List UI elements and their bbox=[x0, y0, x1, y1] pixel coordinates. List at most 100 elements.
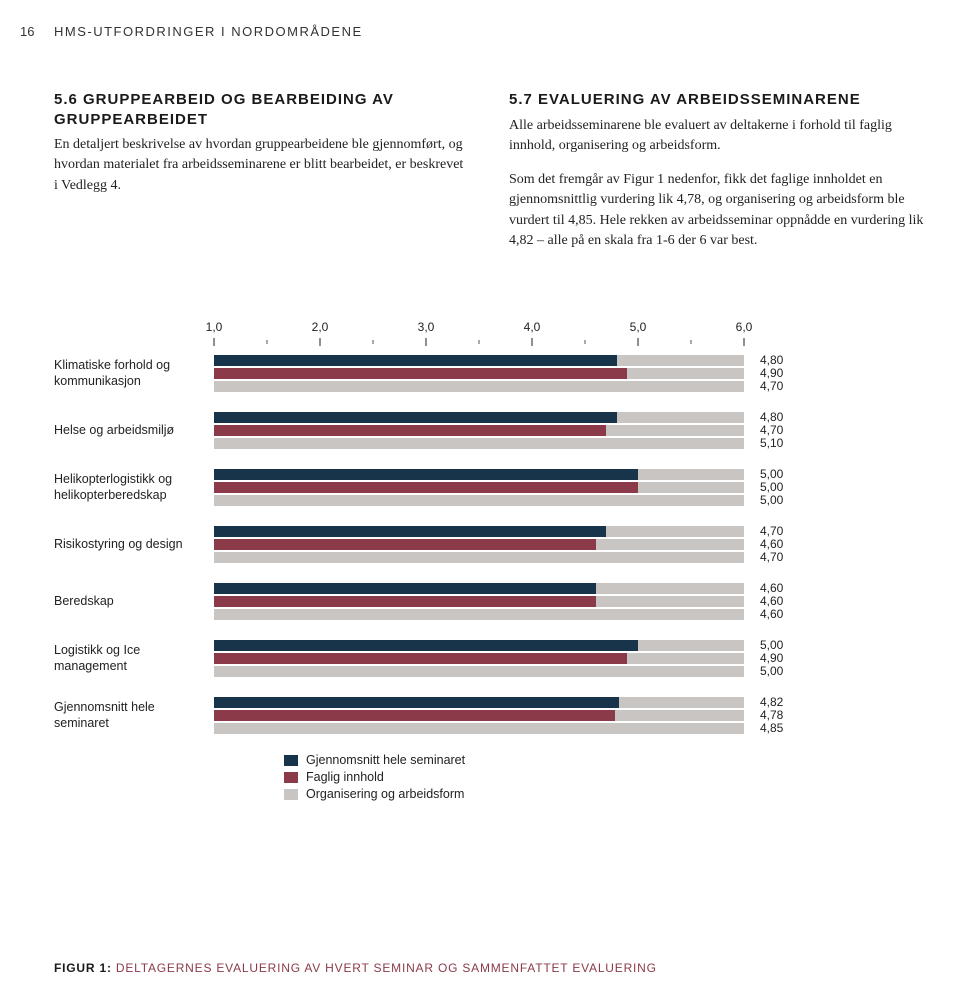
chart-row-values: 5,005,005,00 bbox=[744, 468, 814, 507]
axis-tick-minor bbox=[691, 340, 692, 344]
section-5-7-body-2: Som det fremgår av Figur 1 nedenfor, fik… bbox=[509, 170, 924, 251]
chart-row-values: 4,824,784,85 bbox=[744, 696, 814, 735]
section-5-7-heading: 5.7 EVALUERING AV ARBEIDSSEMINARENE bbox=[509, 90, 924, 110]
chart-row: Logistikk og Ice management5,004,905,00 bbox=[54, 639, 924, 678]
bar-track bbox=[214, 697, 744, 708]
bar-track bbox=[214, 469, 744, 480]
bar-value-label: 5,00 bbox=[760, 665, 814, 678]
legend-label: Faglig innhold bbox=[306, 770, 384, 784]
chart-row-values: 4,804,705,10 bbox=[744, 411, 814, 450]
bar-value-label: 4,70 bbox=[760, 380, 814, 393]
bar-track bbox=[214, 583, 744, 594]
bar-value-label: 4,60 bbox=[760, 608, 814, 621]
chart-x-axis: 1,02,03,04,05,06,0 bbox=[214, 320, 744, 348]
bar-fill bbox=[214, 438, 649, 449]
bar-track bbox=[214, 552, 744, 563]
axis-tick-label: 6,0 bbox=[736, 320, 753, 334]
bar-fill bbox=[214, 482, 638, 493]
bar-fill bbox=[214, 425, 606, 436]
bar-fill bbox=[214, 381, 606, 392]
evaluation-bar-chart: 1,0 2,0 3,0 4,0 5,0 6,0 Klimatiske forhold og… bbox=[54, 320, 924, 804]
legend-swatch bbox=[284, 772, 298, 783]
bar-track bbox=[214, 482, 744, 493]
bar-fill bbox=[214, 495, 638, 506]
chart-row: Klimatiske forhold og kommunikasjon 4,804… bbox=[54, 354, 924, 393]
legend-label: Gjennomsnitt hele seminaret bbox=[306, 753, 465, 767]
chart-row: Risikostyring og design 4,704,604,70 bbox=[54, 525, 924, 564]
bar-track bbox=[214, 609, 744, 620]
chart-row-label: Helikopterlogistikk og helikopterberedsk… bbox=[54, 472, 214, 503]
axis-tick-major bbox=[532, 338, 533, 346]
axis-tick-minor bbox=[267, 340, 268, 344]
bar-track bbox=[214, 412, 744, 423]
chart-row-label: Klimatiske forhold og kommunikasjon bbox=[54, 358, 214, 389]
chart-legend: Gjennomsnitt hele seminaret Faglig innhol… bbox=[284, 753, 924, 801]
chart-rows: Klimatiske forhold og kommunikasjon 4,804… bbox=[54, 354, 924, 735]
right-column: 5.7 EVALUERING AV ARBEIDSSEMINARENE Alle… bbox=[509, 90, 924, 265]
chart-row: Helse og arbeidsmiljø4,804,705,10 bbox=[54, 411, 924, 450]
bar-fill bbox=[214, 653, 627, 664]
page-header-title: HMS-UTFORDRINGER I NORDOMRÅDENE bbox=[54, 24, 363, 39]
legend-item: Organisering og arbeidsform bbox=[284, 787, 924, 801]
chart-row-bars bbox=[214, 469, 744, 506]
figure-text: DELTAGERNES EVALUERING AV HVERT SEMINAR … bbox=[116, 961, 657, 975]
bar-fill bbox=[214, 609, 596, 620]
figure-label: FIGUR 1: bbox=[54, 961, 112, 975]
bar-value-label: 5,10 bbox=[760, 437, 814, 450]
section-5-7-body-1: Alle arbeidsseminarene ble evaluert av d… bbox=[509, 116, 924, 157]
chart-row: Gjennomsnitt hele seminaret 4,824,784,85 bbox=[54, 696, 924, 735]
bar-fill bbox=[214, 666, 638, 677]
axis-tick-major bbox=[744, 338, 745, 346]
axis-tick-minor bbox=[373, 340, 374, 344]
bar-value-label: 4,85 bbox=[760, 722, 814, 735]
bar-track bbox=[214, 526, 744, 537]
bar-fill bbox=[214, 710, 615, 721]
bar-track bbox=[214, 381, 744, 392]
bar-fill bbox=[214, 596, 596, 607]
legend-item: Gjennomsnitt hele seminaret bbox=[284, 753, 924, 767]
chart-row-label: Logistikk og Ice management bbox=[54, 643, 214, 674]
axis-tick-label: 4,0 bbox=[524, 320, 541, 334]
page-number: 16 bbox=[20, 24, 34, 39]
bar-track bbox=[214, 653, 744, 664]
section-5-6-body: En detaljert beskrivelse av hvordan grup… bbox=[54, 135, 469, 196]
bar-fill bbox=[214, 355, 617, 366]
chart-row-bars bbox=[214, 640, 744, 677]
axis-tick-major bbox=[638, 338, 639, 346]
axis-tick-label: 3,0 bbox=[418, 320, 435, 334]
bar-track bbox=[214, 495, 744, 506]
left-column: 5.6 GRUPPEARBEID OG BEARBEIDING AV GRUPP… bbox=[54, 90, 469, 265]
chart-row-label: Gjennomsnitt hele seminaret bbox=[54, 700, 214, 731]
bar-fill bbox=[214, 539, 596, 550]
bar-fill bbox=[214, 552, 606, 563]
legend-item: Faglig innhold bbox=[284, 770, 924, 784]
chart-row-bars bbox=[214, 412, 744, 449]
axis-tick-minor bbox=[585, 340, 586, 344]
bar-fill bbox=[214, 723, 622, 734]
chart-row: Beredskap4,604,604,60 bbox=[54, 582, 924, 621]
bar-value-label: 5,00 bbox=[760, 494, 814, 507]
bar-track bbox=[214, 596, 744, 607]
axis-tick-minor bbox=[479, 340, 480, 344]
axis-tick-label: 2,0 bbox=[312, 320, 329, 334]
legend-swatch bbox=[284, 789, 298, 800]
chart-row-values: 4,804,904,70 bbox=[744, 354, 814, 393]
bar-fill bbox=[214, 697, 619, 708]
bar-fill bbox=[214, 469, 638, 480]
chart-row-values: 4,704,604,70 bbox=[744, 525, 814, 564]
axis-tick-major bbox=[426, 338, 427, 346]
bar-fill bbox=[214, 640, 638, 651]
bar-track bbox=[214, 710, 744, 721]
bar-track bbox=[214, 438, 744, 449]
chart-row-bars bbox=[214, 583, 744, 620]
chart-row-bars bbox=[214, 697, 744, 734]
chart-row-values: 4,604,604,60 bbox=[744, 582, 814, 621]
axis-tick-label: 1,0 bbox=[206, 320, 223, 334]
bar-track bbox=[214, 666, 744, 677]
figure-1-caption: FIGUR 1: DELTAGERNES EVALUERING AV HVERT… bbox=[54, 961, 657, 975]
chart-row-label: Risikostyring og design bbox=[54, 537, 214, 553]
chart-row-bars bbox=[214, 355, 744, 392]
bar-fill bbox=[214, 412, 617, 423]
bar-track bbox=[214, 355, 744, 366]
axis-tick-label: 5,0 bbox=[630, 320, 647, 334]
